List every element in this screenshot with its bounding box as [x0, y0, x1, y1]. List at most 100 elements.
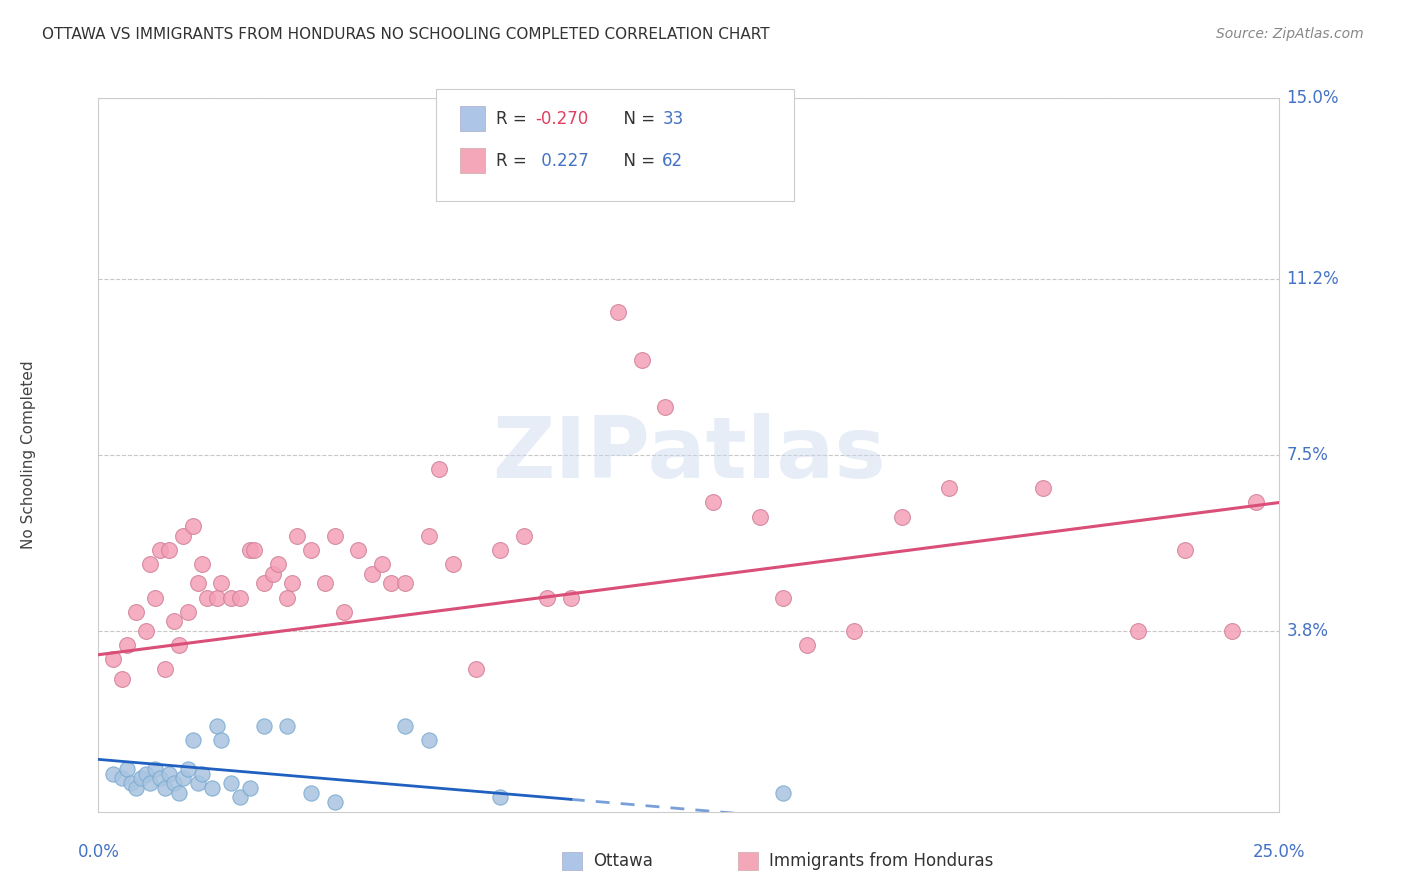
Point	[157, 543, 180, 558]
Point	[163, 615, 186, 629]
Point	[191, 558, 214, 572]
Point	[219, 591, 242, 605]
Point	[1244, 495, 1267, 509]
Point	[630, 352, 652, 367]
Point	[205, 591, 228, 605]
Point	[489, 543, 512, 558]
Point	[111, 672, 134, 686]
Text: Ottawa: Ottawa	[593, 852, 654, 870]
Point	[361, 566, 384, 581]
Point	[314, 576, 336, 591]
Point	[267, 558, 290, 572]
Text: 3.8%: 3.8%	[1286, 622, 1329, 640]
Point	[1220, 624, 1243, 638]
Point	[115, 762, 138, 776]
Point	[219, 776, 242, 790]
Text: OTTAWA VS IMMIGRANTS FROM HONDURAS NO SCHOOLING COMPLETED CORRELATION CHART: OTTAWA VS IMMIGRANTS FROM HONDURAS NO SC…	[42, 27, 770, 42]
Point	[253, 576, 276, 591]
Point	[177, 762, 200, 776]
Text: R =: R =	[496, 110, 533, 128]
Point	[427, 462, 450, 476]
Point	[702, 495, 724, 509]
Point	[323, 529, 346, 543]
Point	[299, 786, 322, 800]
Text: -0.270: -0.270	[536, 110, 589, 128]
Point	[153, 780, 176, 795]
Point	[772, 786, 794, 800]
Point	[181, 519, 204, 533]
Point	[125, 780, 148, 795]
Point	[772, 591, 794, 605]
Point	[177, 605, 200, 619]
Point	[205, 719, 228, 733]
Point	[253, 719, 276, 733]
Point	[229, 790, 252, 805]
Point	[489, 790, 512, 805]
Point	[938, 481, 960, 495]
Point	[276, 591, 298, 605]
Point	[512, 529, 534, 543]
Point	[135, 766, 157, 780]
Point	[748, 509, 770, 524]
Text: 7.5%: 7.5%	[1286, 446, 1329, 464]
Point	[1174, 543, 1197, 558]
Point	[560, 591, 582, 605]
Point	[187, 576, 209, 591]
Point	[465, 662, 488, 676]
Point	[285, 529, 308, 543]
Text: 15.0%: 15.0%	[1286, 89, 1339, 107]
Point	[333, 605, 356, 619]
Point	[172, 529, 194, 543]
Text: N =: N =	[613, 110, 661, 128]
Point	[115, 638, 138, 652]
Text: 11.2%: 11.2%	[1286, 270, 1340, 288]
Point	[187, 776, 209, 790]
Point	[347, 543, 370, 558]
Point	[195, 591, 218, 605]
Point	[191, 766, 214, 780]
Point	[167, 786, 190, 800]
Text: No Schooling Completed: No Schooling Completed	[21, 360, 35, 549]
Point	[121, 776, 143, 790]
Point	[143, 762, 166, 776]
Point	[243, 543, 266, 558]
Point	[394, 576, 416, 591]
Point	[153, 662, 176, 676]
Text: R =: R =	[496, 152, 533, 169]
Point	[135, 624, 157, 638]
Text: 25.0%: 25.0%	[1253, 843, 1306, 861]
Point	[111, 772, 134, 786]
Point	[229, 591, 252, 605]
Point	[239, 543, 262, 558]
Point	[172, 772, 194, 786]
Point	[239, 780, 262, 795]
Point	[1032, 481, 1054, 495]
Point	[844, 624, 866, 638]
Point	[441, 558, 464, 572]
Text: N =: N =	[613, 152, 661, 169]
Point	[607, 305, 630, 319]
Point	[149, 772, 172, 786]
Point	[418, 529, 440, 543]
Point	[536, 591, 558, 605]
Point	[143, 591, 166, 605]
Point	[125, 605, 148, 619]
Point	[201, 780, 224, 795]
Point	[371, 558, 394, 572]
Point	[394, 719, 416, 733]
Point	[139, 558, 162, 572]
Point	[209, 733, 232, 747]
Point	[149, 543, 172, 558]
Point	[101, 766, 124, 780]
Point	[163, 776, 186, 790]
Point	[890, 509, 912, 524]
Text: 0.0%: 0.0%	[77, 843, 120, 861]
Point	[167, 638, 190, 652]
Point	[139, 776, 162, 790]
Point	[299, 543, 322, 558]
Text: 62: 62	[662, 152, 683, 169]
Point	[418, 733, 440, 747]
Point	[796, 638, 818, 652]
Point	[276, 719, 298, 733]
Point	[101, 652, 124, 666]
